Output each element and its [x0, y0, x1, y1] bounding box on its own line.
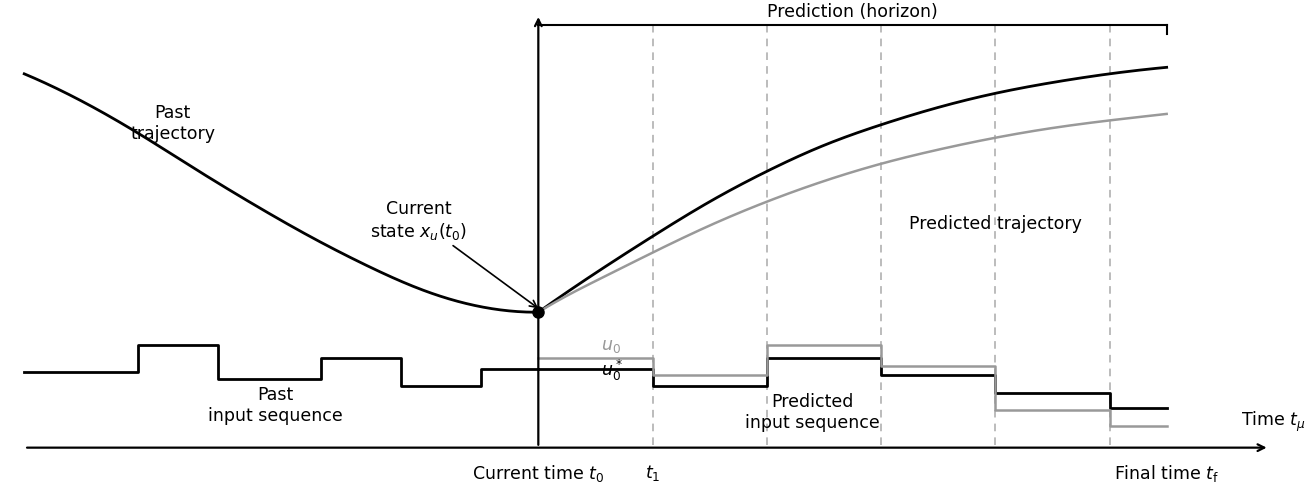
Text: Past
trajectory: Past trajectory: [130, 104, 216, 142]
Text: Past
input sequence: Past input sequence: [208, 385, 343, 424]
Text: Current time $t_0$: Current time $t_0$: [472, 462, 605, 483]
Text: Prediction (horizon): Prediction (horizon): [767, 3, 938, 21]
Text: Predicted trajectory: Predicted trajectory: [909, 215, 1082, 233]
Text: Predicted
input sequence: Predicted input sequence: [746, 393, 880, 431]
Text: $u_0$: $u_0$: [601, 336, 621, 354]
Text: Final time $t_\mathrm{f}$: Final time $t_\mathrm{f}$: [1114, 462, 1219, 483]
Text: Time $t_\mu$: Time $t_\mu$: [1241, 408, 1306, 433]
Text: $u_0^*$: $u_0^*$: [601, 357, 623, 383]
Text: Current
state $x_u(t_0)$: Current state $x_u(t_0)$: [370, 200, 537, 307]
Text: $t_1$: $t_1$: [644, 462, 660, 482]
